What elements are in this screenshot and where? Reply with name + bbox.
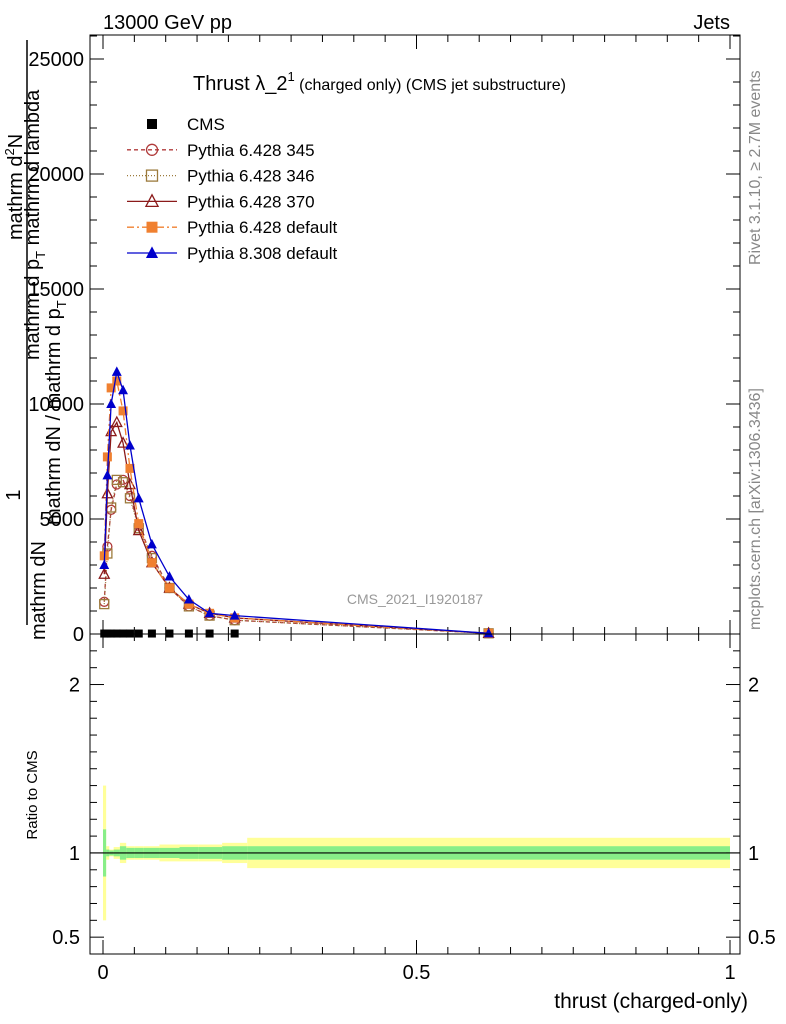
data-point-series-5 xyxy=(483,627,494,638)
mcplots-label: mcplots.cern.ch [arXiv:1306.3436] xyxy=(747,388,764,630)
series-2-line xyxy=(103,479,489,634)
data-point-series-3 xyxy=(98,567,111,579)
y-tick-label: 20000 xyxy=(28,164,84,186)
ratio-panel: 0.5 0.51 12 2 0 0.5 1 Ratio to CMS thrust (ch… xyxy=(24,633,776,1013)
legend-marker xyxy=(144,193,160,208)
legend-marker xyxy=(146,221,158,233)
data-point-series-5 xyxy=(102,469,113,480)
main-y-label: 1 mathrm dN mathrm dN / mathrm d pT math… xyxy=(2,40,69,640)
ratio-y-ticks: 0.5 0.5 1 1 2 2 xyxy=(52,650,776,949)
x-tick-label: 0 xyxy=(97,962,108,984)
y-tick-label: 5000 xyxy=(40,509,85,531)
ylabel-mid1: mathrm dN / mathrm d p xyxy=(43,308,65,525)
plot-title: Thrust λ_21 (charged only) (CMS jet subs… xyxy=(193,69,566,95)
main-panel: 0 5000 10000 15000 20000 25000 CMS_2021_I1920… xyxy=(2,34,741,646)
data-point-series-3 xyxy=(117,436,130,448)
ylabel-line3: mathrm d pT mathrm d lambda xyxy=(22,89,48,360)
ratio-panel-frame xyxy=(89,633,741,955)
data-point-series-5 xyxy=(204,607,215,618)
ylabel-mid5: mathrm d lambda xyxy=(22,89,44,251)
legend-marker xyxy=(145,246,159,258)
ylabel-sub4: T xyxy=(33,251,48,259)
plot-watermark: CMS_2021_I1920187 xyxy=(347,591,483,607)
data-point-series-2 xyxy=(99,598,110,610)
ylabel-den: mathrm dN xyxy=(28,541,50,640)
legend-marker xyxy=(145,143,159,156)
legend-label: Pythia 6.428 346 xyxy=(187,167,315,186)
ylabel-mid2: mathrm d xyxy=(5,156,27,240)
ratio-y-tick-label-right: 1 xyxy=(748,843,759,865)
x-axis-label: thrust (charged-only) xyxy=(554,990,748,1013)
legend-label: Pythia 6.428 370 xyxy=(187,192,315,211)
ratio-y-tick-label-left: 0.5 xyxy=(52,927,80,949)
data-point-series-5 xyxy=(146,538,157,549)
ratio-x-ticks: 0 0.5 1 xyxy=(97,634,736,984)
main-series-group xyxy=(98,366,495,639)
ratio-y-tick-label-left: 1 xyxy=(69,843,80,865)
data-point-series-4 xyxy=(106,383,116,393)
data-point-series-4 xyxy=(112,376,122,386)
rivet-label: Rivet 3.1.10, ≥ 2.7M events xyxy=(747,70,764,265)
ylabel-line4: mathrm d2N xyxy=(2,134,27,240)
plot-title-sup: 1 xyxy=(287,69,294,84)
legend-label: Pythia 6.428 default xyxy=(187,218,338,237)
ylabel-mid4: mathrm d p xyxy=(22,259,44,360)
header-left: 13000 GeV pp xyxy=(103,12,232,34)
ratio-y-label: Ratio to CMS xyxy=(24,750,41,839)
x-tick-label: 0.5 xyxy=(403,962,431,984)
y-tick-label: 10000 xyxy=(28,394,84,416)
ylabel-sub1: T xyxy=(54,300,69,308)
data-point-series-5 xyxy=(118,384,129,395)
ylabel-mid3: N xyxy=(5,134,27,148)
ratio-y-tick-label-right: 0.5 xyxy=(748,927,776,949)
data-point-series-5 xyxy=(106,398,117,409)
ylabel-sup2: 2 xyxy=(2,148,17,155)
main-x-ticks xyxy=(102,35,731,634)
x-tick-label: 1 xyxy=(724,962,735,984)
plot-title-rest: (charged only) (CMS jet substructure) xyxy=(295,77,566,94)
data-point-series-4 xyxy=(184,599,194,609)
data-point-series-4 xyxy=(118,406,128,416)
header-right: Jets xyxy=(693,12,730,34)
y-tick-label: 15000 xyxy=(28,279,84,301)
data-point-series-4 xyxy=(164,583,174,593)
data-point-series-2 xyxy=(111,474,122,486)
data-point-series-5 xyxy=(111,366,122,376)
data-point-series-5 xyxy=(164,571,175,581)
legend-label: Pythia 6.428 345 xyxy=(187,141,315,160)
legend-marker xyxy=(147,119,157,129)
data-point-series-1 xyxy=(102,541,113,552)
plot-title-main: Thrust λ_2 xyxy=(193,73,287,95)
series-1-line xyxy=(103,478,489,634)
legend-marker xyxy=(145,169,159,182)
data-point-series-5 xyxy=(183,594,194,604)
main-y-ticks: 0 5000 10000 15000 20000 25000 xyxy=(28,35,740,646)
data-point-series-4 xyxy=(134,519,144,529)
ylabel-full: mathrm dN xyxy=(28,541,50,640)
data-point-series-5 xyxy=(133,492,144,503)
legend: CMS Pythia 6.428 345 Pythia 6.428 346 Pythi… xyxy=(127,115,338,263)
data-point-series-5 xyxy=(125,440,135,450)
y-tick-label: 0 xyxy=(73,624,84,646)
data-point-series-3 xyxy=(101,486,114,499)
data-point-series-3 xyxy=(132,523,145,536)
ylabel-line2: mathrm dN / mathrm d pT xyxy=(43,300,69,525)
data-point-series-3 xyxy=(110,415,123,428)
ratio-y-tick-label-right: 2 xyxy=(748,675,759,697)
legend-label: CMS xyxy=(187,115,225,134)
data-point-series-5 xyxy=(229,610,240,620)
ratio-y-tick-label-left: 2 xyxy=(69,675,80,697)
y-tick-label: 25000 xyxy=(28,49,84,71)
legend-label: Pythia 8.308 default xyxy=(187,244,338,263)
data-point-series-4 xyxy=(102,452,112,462)
data-point-series-5 xyxy=(99,559,110,570)
data-point-series-2 xyxy=(117,477,129,488)
ylabel-numerator: 1 xyxy=(3,489,25,500)
data-point-series-4 xyxy=(125,463,135,473)
data-point-series-4 xyxy=(147,558,157,568)
